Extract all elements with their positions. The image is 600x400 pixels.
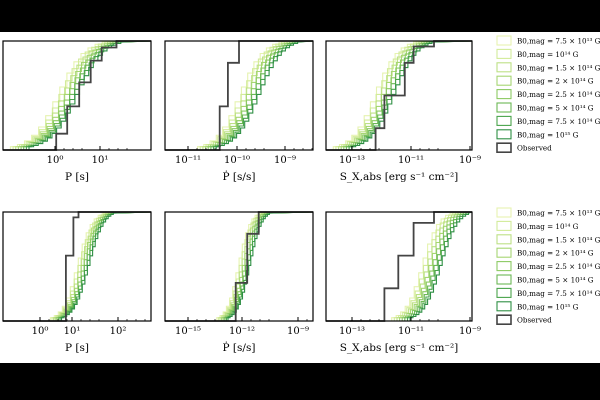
legend-bottom-swatch-1 [496, 220, 512, 231]
x-tick-label: 10⁻⁹ [459, 155, 481, 166]
x-tick-label: 10⁻¹³ [339, 326, 365, 337]
model-cdf-series-2 [3, 211, 152, 322]
x-tick-label: 10⁻¹¹ [175, 155, 201, 166]
axes-frame [325, 211, 473, 322]
x-tick-label: 10⁻¹⁵ [175, 326, 201, 337]
observed-cdf-line [3, 40, 151, 151]
x-tick-label: 10⁻⁹ [287, 326, 309, 337]
axes-frame [164, 40, 314, 151]
legend-bottom-label-4: B0,mag = 2.5 × 10¹⁴ G [517, 262, 600, 271]
legend-bottom-label-1: B0,mag = 10¹⁴ G [517, 222, 579, 231]
model-cdf-series-6 [3, 40, 152, 151]
legend-bottom-label-8: Observed [517, 316, 552, 325]
x-tick-label: 10⁻¹² [229, 326, 255, 337]
model-cdf-series-7 [165, 211, 314, 322]
legend-top-swatch-2 [496, 62, 512, 73]
axes-frame [325, 40, 473, 151]
legend-bottom-swatch-8 [496, 314, 512, 326]
model-cdf-series-3 [3, 40, 152, 151]
x-tick-label: 10⁻¹³ [339, 155, 365, 166]
x-tick-label: 10⁻¹⁰ [224, 155, 250, 166]
legend-top-swatch-8 [496, 142, 512, 153]
model-cdf-series-4 [3, 40, 152, 151]
x-tick-label: 10² [110, 326, 127, 337]
legend-top-swatch-1 [496, 48, 512, 59]
x-tick-label: 10⁰ [32, 326, 49, 337]
model-cdf-series-2 [326, 211, 473, 322]
model-cdf-series-1 [326, 211, 473, 322]
x-axis-label: Ṗ [s/s] [223, 340, 256, 354]
x-tick-label: 10¹ [92, 155, 109, 166]
x-axis-label: P [s] [65, 342, 89, 354]
x-axis-label: Ṗ [s/s] [223, 169, 256, 183]
x-tick-label: 10⁰ [47, 155, 64, 166]
legend-top-swatch-7 [496, 129, 512, 140]
x-tick-label: 10⁻¹¹ [398, 155, 424, 166]
model-cdf-series-2 [3, 40, 152, 151]
model-cdf-series-5 [326, 211, 473, 322]
figure-canvas: 10⁰ 10¹ P [s] 10⁻¹¹ 10⁻¹⁰ 10⁻⁹ Ṗ [s/s] 10⁻¹³ 10⁻… [0, 32, 600, 363]
legend-top-label-4: B0,mag = 2.5 × 10¹⁴ G [517, 90, 600, 99]
legend-bottom-swatch-2 [496, 234, 512, 245]
legend-top-label-8: Observed [517, 144, 552, 153]
x-tick-label: 10⁻¹¹ [398, 326, 424, 337]
legend-top-label-5: B0,mag = 5 × 10¹⁴ G [517, 104, 594, 113]
legend-top-label-7: B0,mag = 10¹⁵ G [517, 130, 579, 139]
legend-top-label-6: B0,mag = 7.5 × 10¹⁴ G [517, 117, 600, 126]
legend-top-swatch-5 [496, 102, 512, 113]
legend-bottom-swatch-5 [496, 274, 512, 285]
model-cdf-series-2 [326, 40, 473, 151]
axes-frame [164, 211, 314, 322]
model-cdf-series-7 [326, 40, 473, 151]
legend-top-label-3: B0,mag = 2 × 10¹⁴ G [517, 77, 594, 86]
legend-bottom-label-3: B0,mag = 2 × 10¹⁴ G [517, 249, 594, 258]
axes-frame [2, 40, 152, 151]
legend-top-label-1: B0,mag = 10¹⁴ G [517, 50, 579, 59]
legend-bottom-label-2: B0,mag = 1.5 × 10¹⁴ G [517, 235, 600, 244]
legend-bottom-swatch-6 [496, 287, 512, 298]
legend-top-swatch-6 [496, 115, 512, 126]
legend-top-swatch-3 [496, 75, 512, 86]
model-cdf-series-5 [3, 40, 152, 151]
model-cdf-series-2 [165, 40, 314, 151]
x-axis-label: S_X,abs [erg s⁻¹ cm⁻²] [340, 171, 459, 183]
legend-top-label-0: B0,mag = 7.5 × 10¹³ G [517, 37, 600, 46]
legend-top-label-2: B0,mag = 1.5 × 10¹⁴ G [517, 63, 600, 72]
model-cdf-series-7 [3, 40, 152, 151]
legend-bottom-swatch-7 [496, 301, 512, 312]
legend-top-swatch-4 [496, 89, 512, 100]
axes-frame [2, 211, 152, 322]
legend-bottom-label-0: B0,mag = 7.5 × 10¹³ G [517, 209, 600, 218]
model-cdf-series-2 [165, 211, 314, 322]
x-tick-label: 10¹ [64, 326, 81, 337]
model-cdf-series-7 [326, 211, 473, 322]
legend-top-swatch-0 [496, 35, 512, 46]
legend-bottom-swatch-4 [496, 261, 512, 272]
legend-bottom-label-6: B0,mag = 7.5 × 10¹⁴ G [517, 289, 600, 298]
x-axis-label: S_X,abs [erg s⁻¹ cm⁻²] [340, 342, 459, 354]
model-cdf-series-7 [165, 40, 314, 151]
legend-bottom-swatch-3 [496, 247, 512, 258]
x-tick-label: 10⁻⁹ [459, 326, 481, 337]
model-cdf-series-1 [3, 40, 152, 151]
legend-bottom-label-5: B0,mag = 5 × 10¹⁴ G [517, 276, 594, 285]
model-cdf-series-0 [3, 40, 152, 151]
x-axis-label: P [s] [65, 171, 89, 183]
legend-bottom-swatch-0 [496, 207, 512, 218]
legend-bottom-label-7: B0,mag = 10¹⁵ G [517, 302, 579, 311]
x-tick-label: 10⁻⁹ [274, 155, 296, 166]
model-cdf-series-7 [3, 211, 152, 322]
